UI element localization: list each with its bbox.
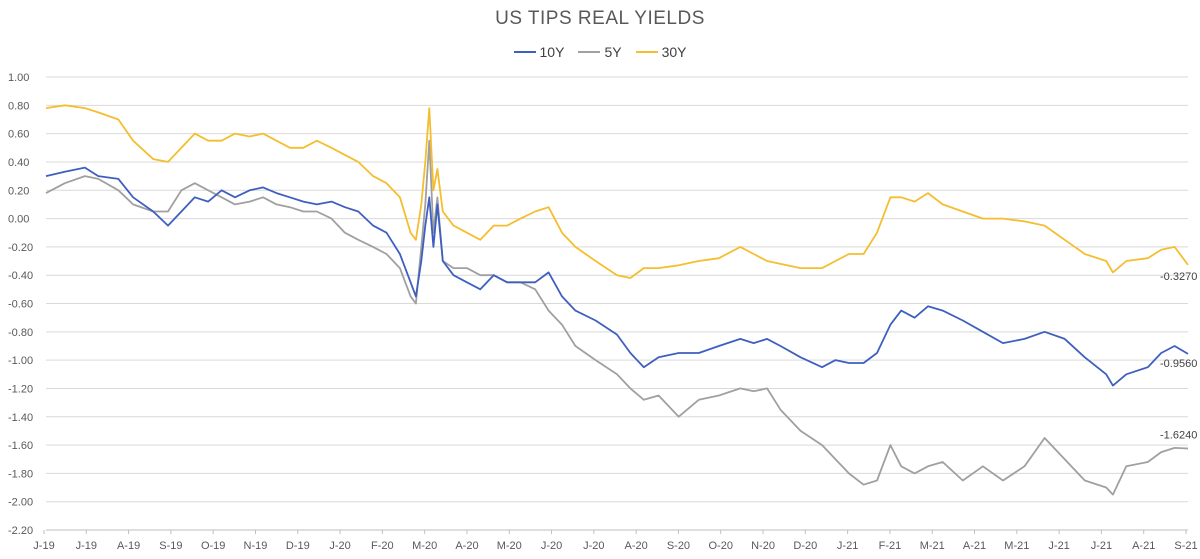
legend-swatch-5y bbox=[578, 50, 601, 54]
y-tick-label: -0.80 bbox=[8, 327, 33, 339]
x-tick-label: A-19 bbox=[117, 540, 140, 552]
x-tick-label: J-21 bbox=[1048, 540, 1069, 552]
x-tick-label: J-20 bbox=[583, 540, 604, 552]
y-tick-label: -1.80 bbox=[8, 468, 33, 480]
end-value-label-y30: -0.3270 bbox=[1160, 271, 1197, 283]
y-tick-label: -1.40 bbox=[8, 412, 33, 424]
y-tick-label: 0.80 bbox=[8, 100, 29, 112]
y-tick-label: -0.20 bbox=[8, 242, 33, 254]
x-tick-label: A-20 bbox=[455, 540, 478, 552]
x-tick-label: O-19 bbox=[201, 540, 225, 552]
x-tick-label: A-21 bbox=[1132, 540, 1155, 552]
y-tick-label: -2.20 bbox=[8, 525, 33, 537]
y-tick-label: 1.00 bbox=[8, 72, 29, 84]
y-tick-label: -0.40 bbox=[8, 270, 33, 282]
x-tick-label: J-19 bbox=[33, 540, 54, 552]
series-line-y30 bbox=[45, 104, 1189, 279]
x-tick-label: M-20 bbox=[412, 540, 437, 552]
end-value-label-y5: -1.6240 bbox=[1160, 429, 1197, 441]
y-tick-label: 0.20 bbox=[8, 185, 29, 197]
x-tick-label: A-21 bbox=[963, 540, 986, 552]
x-tick-label: J-19 bbox=[76, 540, 97, 552]
y-tick-label: -1.60 bbox=[8, 440, 33, 452]
y-tick-label: 0.60 bbox=[8, 129, 29, 141]
x-tick-label: S-19 bbox=[159, 540, 182, 552]
x-tick-label: A-20 bbox=[625, 540, 648, 552]
x-tick-label: O-20 bbox=[709, 540, 733, 552]
y-tick-label: -1.20 bbox=[8, 383, 33, 395]
y-tick-label: -0.60 bbox=[8, 299, 33, 311]
y-tick-label: 0.40 bbox=[8, 157, 29, 169]
y-tick-label: -1.00 bbox=[8, 355, 33, 367]
x-tick-label: S-20 bbox=[667, 540, 690, 552]
x-tick-label: D-19 bbox=[286, 540, 310, 552]
x-tick-label: M-21 bbox=[1004, 540, 1029, 552]
legend-swatch-10y bbox=[513, 50, 536, 54]
x-tick-label: J-20 bbox=[541, 540, 562, 552]
y-tick-label: 0.00 bbox=[8, 214, 29, 226]
legend-item-30y: 30Y bbox=[635, 44, 687, 60]
x-tick-label: M-20 bbox=[497, 540, 522, 552]
y-tick-label: -2.00 bbox=[8, 497, 33, 509]
legend-swatch-30y bbox=[635, 50, 658, 54]
x-tick-label: F-21 bbox=[879, 540, 902, 552]
x-tick-label: F-20 bbox=[371, 540, 394, 552]
chart-legend: 10Y 5Y 30Y bbox=[0, 44, 1200, 60]
x-tick-label: J-21 bbox=[837, 540, 858, 552]
chart-title: US TIPS REAL YIELDS bbox=[495, 8, 705, 29]
x-tick-label: N-19 bbox=[244, 540, 268, 552]
legend-item-5y: 5Y bbox=[578, 44, 622, 60]
x-tick-label: J-20 bbox=[329, 540, 350, 552]
end-value-label-y10: -0.9560 bbox=[1160, 358, 1197, 370]
x-tick-label: N-20 bbox=[751, 540, 775, 552]
legend-label-30y: 30Y bbox=[661, 44, 687, 60]
x-tick-label: S-21 bbox=[1174, 540, 1197, 552]
x-tick-label: D-20 bbox=[793, 540, 817, 552]
x-tick-label: J-21 bbox=[1091, 540, 1112, 552]
series-line-y5 bbox=[45, 139, 1189, 496]
legend-item-10y: 10Y bbox=[513, 44, 565, 60]
legend-label-10y: 10Y bbox=[539, 44, 565, 60]
series-line-y10 bbox=[45, 166, 1189, 387]
x-tick-label: M-21 bbox=[920, 540, 945, 552]
legend-label-5y: 5Y bbox=[604, 44, 622, 60]
